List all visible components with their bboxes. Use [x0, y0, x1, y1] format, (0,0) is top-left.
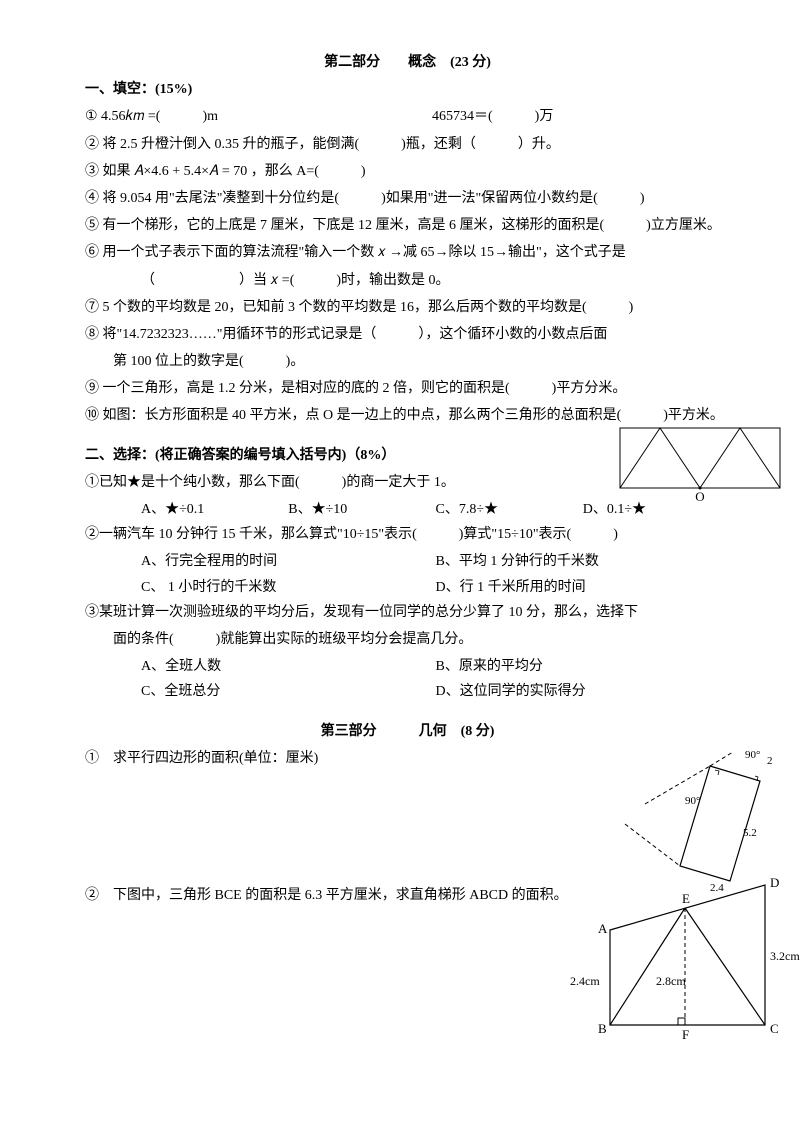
q3: ③ 如果 𝐴×4.6 + 5.4×𝐴 = 70 ，那么 A=( ): [85, 159, 730, 184]
svg-text:E: E: [682, 891, 690, 906]
opt-b: B、★÷10: [288, 497, 435, 522]
q1: ① 4.56𝑘𝑚 =( )m 465734＝( )万: [85, 104, 730, 129]
svg-text:5.2: 5.2: [743, 827, 757, 839]
q4: ④ 将 9.054 用"去尾法"凑整到十分位约是( )如果用"进一法"保留两位小…: [85, 186, 730, 211]
q7: ⑦ 5 个数的平均数是 20，已知前 3 个数的平均数是 16，那么后两个数的平…: [85, 295, 730, 320]
svg-text:3.2cm: 3.2cm: [770, 949, 800, 963]
opt-b: B、原来的平均分: [436, 654, 731, 679]
opt-a: A、行完全程用的时间: [141, 549, 436, 574]
q1a: ① 4.56𝑘𝑚 =( )m: [85, 104, 345, 129]
q8a: ⑧ 将"14.7232323……"用循环节的形式记录是（ ），这个循环小数的小数…: [85, 322, 730, 347]
opt-c: C、7.8÷★: [436, 497, 583, 522]
q9: ⑨ 一个三角形，高是 1.2 分米，是相对应的底的 2 倍，则它的面积是( )平…: [85, 376, 730, 401]
s2-q2-options: A、行完全程用的时间 B、平均 1 分钟行的千米数 C、 1 小时行的千米数 D…: [85, 549, 730, 599]
opt-c: C、全班总分: [141, 679, 436, 704]
figure-trapezoid: A D C B E F 2.4cm 2.8cm 3.2cm: [570, 875, 790, 1054]
svg-text:O: O: [695, 489, 704, 504]
s2-q3a: ③某班计算一次测验班级的平均分后，发现有一位同学的总分少算了 10 分，那么，选…: [85, 600, 730, 625]
opt-d: D、行 1 千米所用的时间: [436, 575, 731, 600]
part3-title: 第三部分 几何 (8 分): [85, 719, 730, 744]
s2-q3-options: A、全班人数 B、原来的平均分 C、全班总分 D、这位同学的实际得分: [85, 654, 730, 704]
opt-c: C、 1 小时行的千米数: [141, 575, 436, 600]
svg-text:A: A: [598, 921, 608, 936]
svg-text:2.8cm: 2.8cm: [656, 974, 686, 988]
s2-q3b: 面的条件( )就能算出实际的班级平均分会提高几分。: [85, 627, 730, 652]
figure-rectangle-triangles: O: [615, 423, 785, 512]
svg-text:2: 2: [767, 755, 773, 767]
part2-title: 第二部分 概念 (23 分): [85, 50, 730, 75]
svg-text:F: F: [682, 1027, 689, 1042]
s2-q2: ②一辆汽车 10 分钟行 15 千米，那么算式"10÷15"表示( )算式"15…: [85, 522, 730, 547]
q1b: 465734＝( )万: [432, 109, 553, 124]
svg-text:90°: 90°: [685, 795, 700, 807]
svg-text:90°: 90°: [745, 749, 760, 761]
opt-a: A、★÷0.1: [141, 497, 288, 522]
q5: ⑤ 有一个梯形，它的上底是 7 厘米，下底是 12 厘米，高是 6 厘米，这梯形…: [85, 213, 730, 238]
svg-text:C: C: [770, 1021, 779, 1036]
q8b: 第 100 位上的数字是( )。: [85, 349, 730, 374]
section1-heading: 一、填空：(15%): [85, 77, 730, 102]
svg-text:2.4cm: 2.4cm: [570, 974, 600, 988]
svg-text:B: B: [598, 1021, 607, 1036]
opt-d: D、这位同学的实际得分: [436, 679, 731, 704]
q2: ② 将 2.5 升橙汁倒入 0.35 升的瓶子，能倒满( )瓶，还剩（ ）升。: [85, 132, 730, 157]
opt-a: A、全班人数: [141, 654, 436, 679]
q6b: （ ）当 𝑥 =( )时，输出数是 0。: [85, 268, 730, 293]
opt-b: B、平均 1 分钟行的千米数: [436, 549, 731, 574]
svg-text:D: D: [770, 875, 779, 890]
q6a: ⑥ 用一个式子表示下面的算法流程"输入一个数 𝑥 →减 65→除以 15→输出"…: [85, 240, 730, 265]
